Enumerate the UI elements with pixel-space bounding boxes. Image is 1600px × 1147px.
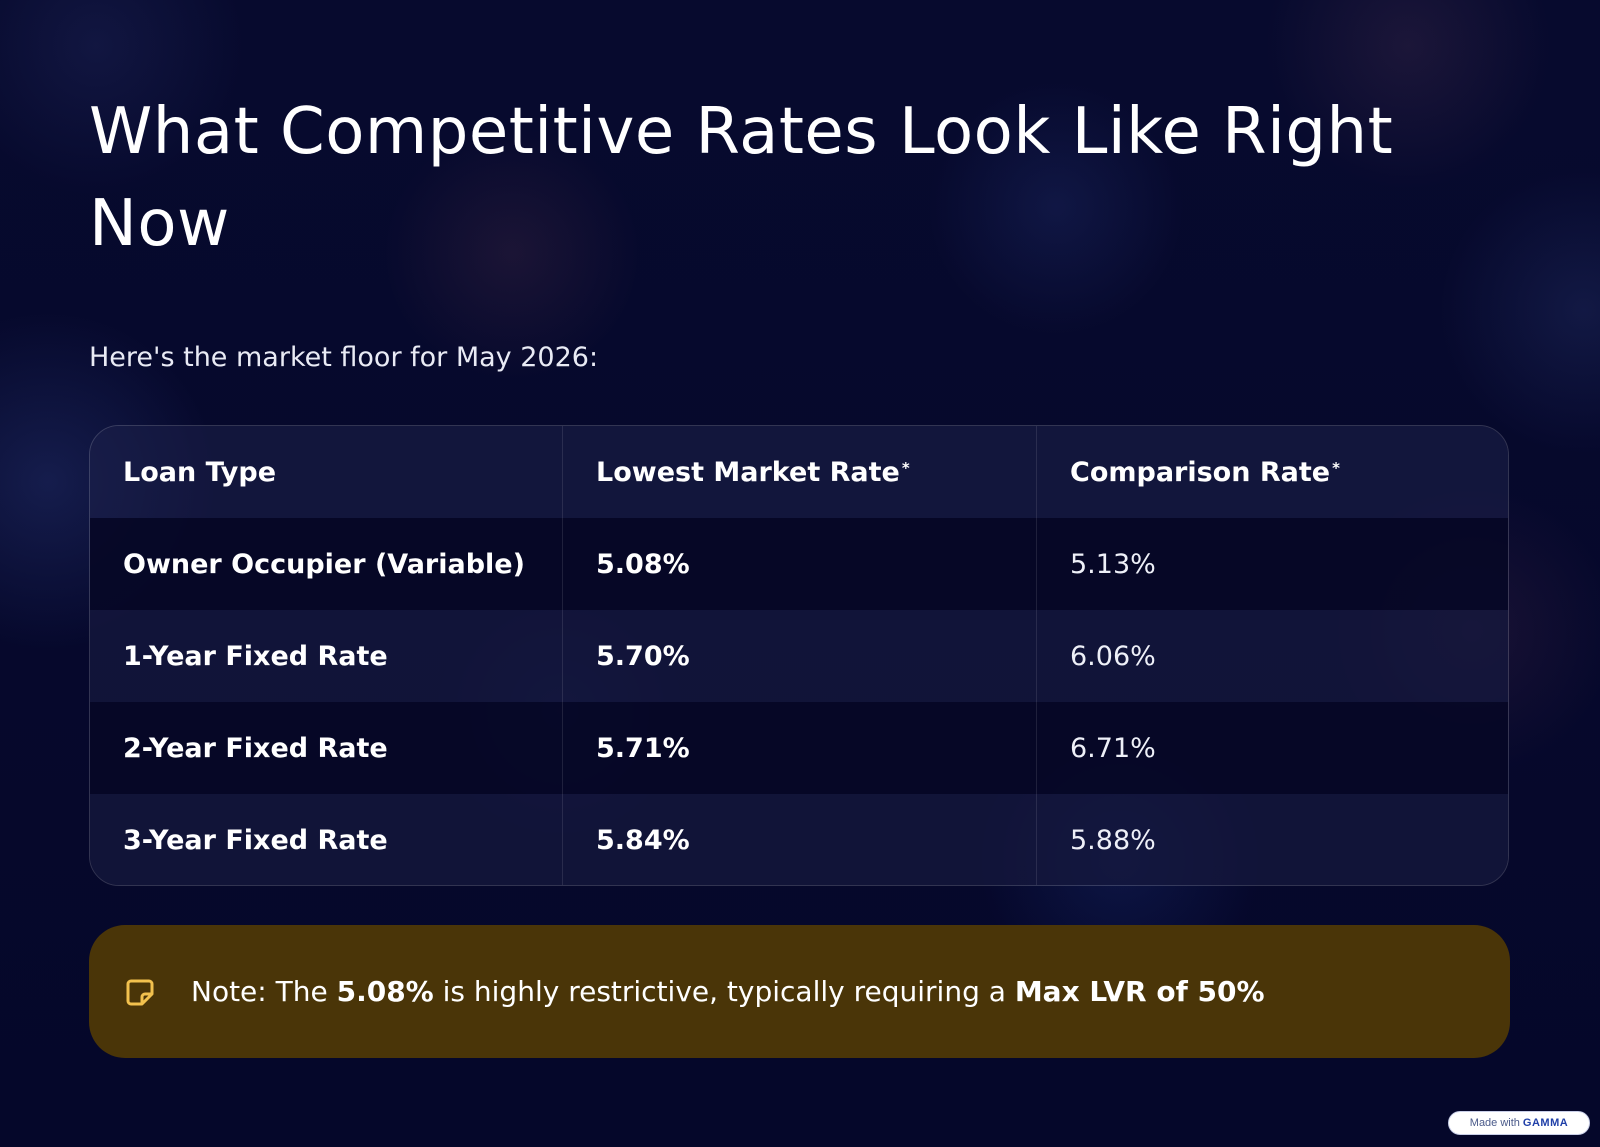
lowest-rate-cell: 5.08% <box>563 518 1037 610</box>
gamma-logo: GAMMA <box>1522 1117 1569 1129</box>
loan-type-cell: 3-Year Fixed Rate <box>90 794 563 885</box>
comparison-rate-cell: 6.71% <box>1070 732 1156 764</box>
comparison-rate-cell: 5.13% <box>1070 548 1156 580</box>
table-header-row: Loan Type Lowest Market Rate * Comparison… <box>90 426 1508 518</box>
asterisk-marker: * <box>901 459 910 477</box>
made-with-gamma-badge[interactable]: Made with GAMMA <box>1448 1111 1590 1135</box>
asterisk-marker: * <box>1332 459 1340 477</box>
note-highlight-rate: 5.08% <box>336 975 434 1008</box>
loan-type-cell: 1-Year Fixed Rate <box>90 610 563 702</box>
note-text: Note: The 5.08% is highly restrictive, t… <box>191 975 1265 1008</box>
header-comparison-rate: Comparison Rate * <box>1037 426 1508 518</box>
table-row: 3-Year Fixed Rate 5.84% 5.88% <box>90 794 1508 885</box>
header-lowest-rate-label: Lowest Market Rate <box>596 456 900 488</box>
note-middle: is highly restrictive, typically requiri… <box>433 975 1015 1008</box>
header-loan-type-label: Loan Type <box>123 456 277 488</box>
table-row: 2-Year Fixed Rate 5.71% 6.71% <box>90 702 1508 794</box>
made-with-label: Made with <box>1469 1117 1520 1129</box>
header-loan-type: Loan Type <box>90 426 563 518</box>
subtitle: Here's the market floor for May 2026: <box>89 342 599 373</box>
loan-type-cell: 2-Year Fixed Rate <box>90 702 563 794</box>
loan-type-cell: Owner Occupier (Variable) <box>90 518 563 610</box>
comparison-rate-cell: 5.88% <box>1070 824 1156 856</box>
rates-table: Loan Type Lowest Market Rate * Comparison… <box>89 425 1509 886</box>
page-title: What Competitive Rates Look Like Right N… <box>89 95 1394 261</box>
table-row: Owner Occupier (Variable) 5.08% 5.13% <box>90 518 1508 610</box>
note-highlight-lvr: Max LVR of 50% <box>1014 975 1265 1008</box>
header-lowest-market-rate: Lowest Market Rate * <box>563 426 1037 518</box>
sticky-note-icon <box>125 977 155 1007</box>
lowest-rate-cell: 5.71% <box>563 702 1037 794</box>
note-callout: Note: The 5.08% is highly restrictive, t… <box>89 925 1510 1058</box>
table-row: 1-Year Fixed Rate 5.70% 6.06% <box>90 610 1508 702</box>
lowest-rate-cell: 5.84% <box>563 794 1037 885</box>
note-prefix: Note: The <box>191 975 337 1008</box>
lowest-rate-cell: 5.70% <box>563 610 1037 702</box>
header-comparison-rate-label: Comparison Rate <box>1070 456 1331 488</box>
comparison-rate-cell: 6.06% <box>1070 640 1156 672</box>
